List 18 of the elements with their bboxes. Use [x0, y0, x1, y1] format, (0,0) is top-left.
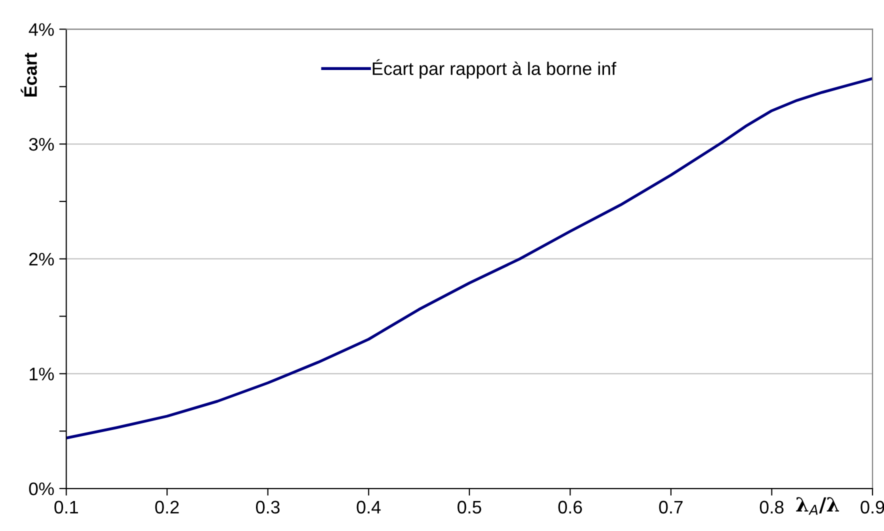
x-tick-label: 0.3 [256, 500, 280, 514]
y-axis-title: Écart [20, 52, 37, 97]
x-tick-label: 0.7 [659, 500, 683, 514]
x-tick-label: 0.1 [54, 500, 78, 514]
legend-label: Écart par rapport à la borne inf [372, 59, 616, 79]
y-tick-label: 1% [30, 368, 54, 380]
y-tick-label: 0% [29, 482, 54, 496]
y-tick-label: 2% [29, 252, 54, 266]
x-tick-label: 0.4 [356, 500, 381, 514]
x-tick-label: 0.2 [155, 500, 179, 514]
x-axis-title: λ$_{A}$/λ [796, 497, 840, 515]
line-series [66, 77, 873, 440]
x-tick-label: 0.6 [558, 500, 582, 514]
y-tick-label: 3% [29, 138, 54, 151]
x-tick-label: 0.9 [860, 500, 884, 514]
x-tick-label: 0.5 [458, 500, 482, 514]
y-tick-label: 4% [28, 23, 54, 36]
x-tick-label: 0.8 [760, 500, 784, 514]
